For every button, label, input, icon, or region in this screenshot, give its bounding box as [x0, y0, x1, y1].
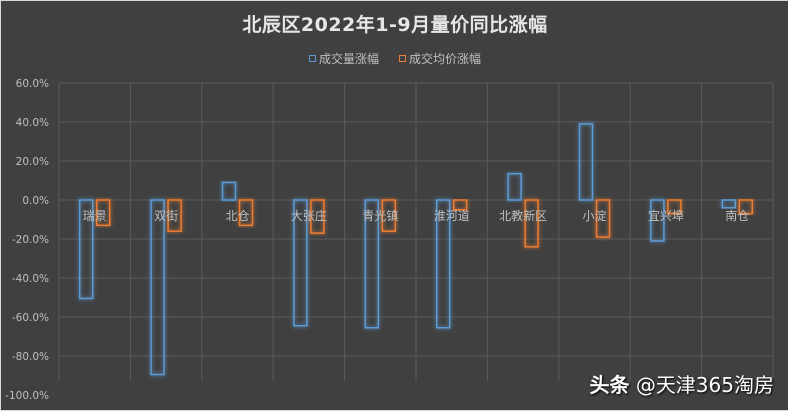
y-tick-label: -40.0% [12, 273, 49, 285]
y-tick-label: -80.0% [12, 351, 49, 363]
y-tick-label: 20.0% [16, 156, 49, 168]
legend-item-volume: 成交量涨幅 [308, 50, 379, 67]
bar-price [238, 199, 254, 227]
bar-price [667, 199, 682, 215]
legend-label-price: 成交均价涨幅 [409, 52, 482, 66]
legend-swatch-volume [308, 55, 316, 62]
y-tick-label: -60.0% [12, 312, 49, 324]
watermark-handle: @天津365淘房 [635, 373, 774, 397]
bar-volume [293, 199, 308, 327]
x-tick-label: 南仓 [725, 208, 749, 223]
x-tick-label: 北教新区 [499, 208, 547, 223]
bar-volume [507, 172, 522, 201]
legend-item-price: 成交均价涨幅 [399, 50, 481, 67]
bar-volume [721, 199, 737, 209]
y-tick-label: 0.0% [22, 195, 49, 207]
x-tick-label: 小淀 [582, 209, 606, 223]
bar-volume [150, 199, 165, 376]
x-tick-label: 北仓 [225, 209, 249, 223]
bar-price [595, 199, 611, 238]
chart-title: 北辰区2022年1-9月量价同比涨幅 [242, 14, 548, 36]
chart-legend: 成交量涨幅 成交均价涨幅 [1, 50, 788, 67]
bar-volume [364, 199, 380, 329]
bar-price [310, 199, 325, 234]
bar-volume [78, 199, 94, 300]
gridlines [58, 82, 774, 381]
bars [78, 123, 754, 376]
legend-label-volume: 成交量涨幅 [318, 52, 379, 66]
x-tick-label: 瑞景 [83, 209, 107, 223]
bar-volume [650, 199, 665, 242]
y-tick-label: -100.0% [5, 390, 49, 402]
x-tick-label: 大张庄 [291, 208, 327, 223]
watermark: 头条 @天津365淘房 [589, 369, 774, 398]
y-axis: 60.0% 40.0% 20.0% 0.0% -20.0% -40.0% -60.0% -80… [5, 78, 49, 402]
bar-volume [435, 199, 451, 329]
x-tick-label: 淮河道 [434, 209, 470, 223]
y-tick-label: 60.0% [16, 78, 49, 90]
bar-price [167, 199, 182, 232]
bar-volume [221, 181, 237, 201]
bar-price [381, 199, 397, 232]
y-tick-label: 40.0% [16, 117, 49, 129]
watermark-brand: 头条 [589, 373, 630, 397]
bar-price [95, 199, 111, 227]
y-tick-label: -20.0% [12, 234, 49, 246]
bar-price [524, 199, 539, 248]
bar-volume [578, 123, 594, 201]
x-tick-label: 双街 [154, 209, 178, 223]
legend-swatch-price [399, 55, 406, 62]
bar-price [452, 199, 468, 211]
x-axis-labels: 瑞景 双街 北仓 大张庄 青光镇 淮河道 北教新区 小淀 宜兴埠 南仓 [83, 208, 750, 223]
x-tick-label: 青光镇 [362, 209, 398, 223]
bar-price [738, 199, 754, 215]
x-tick-label: 宜兴埠 [648, 208, 684, 223]
